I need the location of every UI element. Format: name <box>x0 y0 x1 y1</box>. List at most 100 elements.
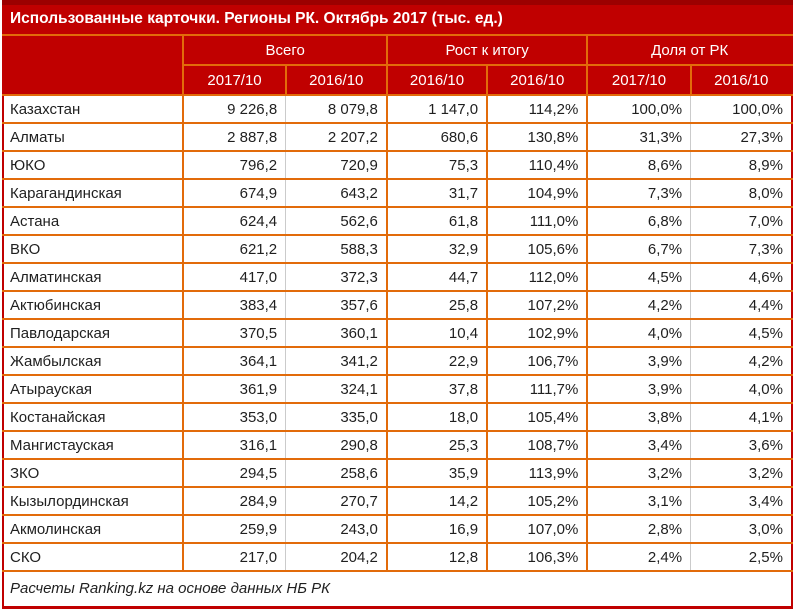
value-cell: 6,8% <box>587 207 692 236</box>
region-name-cell: Мангистауская <box>3 431 185 460</box>
value-cell: 243,0 <box>285 515 388 544</box>
value-cell: 417,0 <box>183 263 287 292</box>
value-cell: 624,4 <box>183 207 287 236</box>
value-cell: 130,8% <box>487 123 589 152</box>
table-row: Кызылординская 284,9 270,7 14,2 105,2% 3,1% 3,… <box>3 487 792 516</box>
value-cell: 108,7% <box>487 431 589 460</box>
subheader-growth-pct: 2016/10 <box>487 65 589 96</box>
value-cell: 4,2% <box>587 291 692 320</box>
table-row: Актюбинская 383,4 357,6 25,8 107,2% 4,2% 4,4% <box>3 291 792 320</box>
period-subheader-row: 2017/10 2016/10 2016/10 2016/10 2017/10 … <box>3 65 792 96</box>
column-group-share: Доля от РК <box>587 35 792 66</box>
value-cell: 259,9 <box>183 515 287 544</box>
value-cell: 32,9 <box>386 235 489 264</box>
region-name-cell: Атырауская <box>3 375 185 404</box>
region-name-cell: Акмолинская <box>3 515 185 544</box>
table-row: Атырауская 361,9 324,1 37,8 111,7% 3,9% 4,0% <box>3 375 792 404</box>
value-cell: 25,8 <box>386 291 489 320</box>
region-name-cell: Алматы <box>3 123 185 152</box>
region-name-cell: ВКО <box>3 235 185 264</box>
table-body: Казахстан 9 226,8 8 079,8 1 147,0 114,2% 100,… <box>3 95 792 572</box>
value-cell: 104,9% <box>487 179 589 208</box>
table-row: Мангистауская 316,1 290,8 25,3 108,7% 3,4% 3,6… <box>3 431 792 460</box>
value-cell: 383,4 <box>183 291 287 320</box>
value-cell: 111,0% <box>487 207 589 236</box>
value-cell: 22,9 <box>386 347 489 376</box>
region-name-cell: Казахстан <box>3 95 185 124</box>
value-cell: 290,8 <box>285 431 388 460</box>
value-cell: 8 079,8 <box>285 95 388 124</box>
value-cell: 44,7 <box>386 263 489 292</box>
value-cell: 1 147,0 <box>386 95 489 124</box>
value-cell: 2 207,2 <box>285 123 388 152</box>
table-row: СКО 217,0 204,2 12,8 106,3% 2,4% 2,5% <box>3 543 792 572</box>
value-cell: 6,7% <box>587 235 692 264</box>
value-cell: 31,7 <box>386 179 489 208</box>
value-cell: 106,3% <box>487 543 589 572</box>
value-cell: 361,9 <box>183 375 287 404</box>
value-cell: 643,2 <box>285 179 388 208</box>
value-cell: 370,5 <box>183 319 287 348</box>
value-cell: 588,3 <box>285 235 388 264</box>
value-cell: 4,2% <box>690 347 792 376</box>
value-cell: 796,2 <box>183 151 287 180</box>
value-cell: 3,6% <box>690 431 792 460</box>
value-cell: 27,3% <box>690 123 792 152</box>
value-cell: 110,4% <box>487 151 589 180</box>
value-cell: 4,1% <box>690 403 792 432</box>
value-cell: 324,1 <box>285 375 388 404</box>
value-cell: 360,1 <box>285 319 388 348</box>
subheader-growth-abs: 2016/10 <box>386 65 489 96</box>
column-group-total: Всего <box>183 35 388 66</box>
table-title: Использованные карточки. Регионы РК. Окт… <box>3 2 792 36</box>
subheader-share-2017: 2017/10 <box>587 65 692 96</box>
value-cell: 102,9% <box>487 319 589 348</box>
value-cell: 353,0 <box>183 403 287 432</box>
value-cell: 4,5% <box>690 319 792 348</box>
value-cell: 9 226,8 <box>183 95 287 124</box>
value-cell: 111,7% <box>487 375 589 404</box>
value-cell: 100,0% <box>690 95 792 124</box>
value-cell: 294,5 <box>183 459 287 488</box>
value-cell: 75,3 <box>386 151 489 180</box>
table-row: Костанайская 353,0 335,0 18,0 105,4% 3,8% 4,1% <box>3 403 792 432</box>
region-column-header-blank <box>3 35 185 96</box>
value-cell: 372,3 <box>285 263 388 292</box>
value-cell: 2 887,8 <box>183 123 287 152</box>
region-name-cell: Астана <box>3 207 185 236</box>
value-cell: 3,8% <box>587 403 692 432</box>
value-cell: 270,7 <box>285 487 388 516</box>
region-name-cell: Кызылординская <box>3 487 185 516</box>
value-cell: 562,6 <box>285 207 388 236</box>
value-cell: 258,6 <box>285 459 388 488</box>
region-name-cell: СКО <box>3 543 185 572</box>
value-cell: 7,0% <box>690 207 792 236</box>
region-name-cell: Павлодарская <box>3 319 185 348</box>
region-name-cell: ЮКО <box>3 151 185 180</box>
value-cell: 2,5% <box>690 543 792 572</box>
value-cell: 4,4% <box>690 291 792 320</box>
value-cell: 105,4% <box>487 403 589 432</box>
value-cell: 106,7% <box>487 347 589 376</box>
column-group-header-row: Всего Рост к итогу Доля от РК <box>3 35 792 96</box>
value-cell: 217,0 <box>183 543 287 572</box>
region-name-cell: Жамбылская <box>3 347 185 376</box>
value-cell: 2,4% <box>587 543 692 572</box>
region-name-cell: Карагандинская <box>3 179 185 208</box>
value-cell: 37,8 <box>386 375 489 404</box>
source-note-row: Расчеты Ranking.kz на основе данных НБ Р… <box>3 570 792 609</box>
value-cell: 4,0% <box>587 319 692 348</box>
table-row: Карагандинская 674,9 643,2 31,7 104,9% 7,3% 8,… <box>3 179 792 208</box>
value-cell: 4,6% <box>690 263 792 292</box>
value-cell: 3,0% <box>690 515 792 544</box>
value-cell: 3,4% <box>587 431 692 460</box>
value-cell: 674,9 <box>183 179 287 208</box>
region-name-cell: Актюбинская <box>3 291 185 320</box>
value-cell: 341,2 <box>285 347 388 376</box>
value-cell: 8,9% <box>690 151 792 180</box>
table-row: ВКО 621,2 588,3 32,9 105,6% 6,7% 7,3% <box>3 235 792 264</box>
value-cell: 364,1 <box>183 347 287 376</box>
value-cell: 61,8 <box>386 207 489 236</box>
